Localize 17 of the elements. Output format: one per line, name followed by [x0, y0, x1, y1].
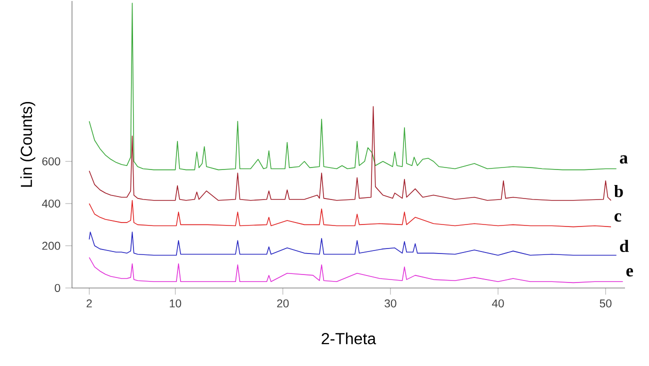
x-tick-label: 2 [86, 299, 92, 308]
y-tick-label: 0 [54, 284, 60, 292]
y-tick-label: 400 [42, 200, 60, 208]
series-label: c [614, 213, 622, 222]
series-label: e [626, 268, 634, 276]
series-label: b [614, 184, 623, 198]
x-tick-label: 30 [384, 299, 396, 308]
x-tick-label: 50 [600, 299, 612, 308]
y-tick-label: 600 [42, 157, 60, 166]
x-tick-label: 10 [170, 299, 182, 308]
series-label: d [620, 240, 629, 252]
x-tick-label: 20 [277, 299, 289, 308]
y-axis-title: Lin (Counts) [20, 102, 36, 187]
x-axis-title: 2-Theta [322, 332, 376, 344]
series-label: a [620, 155, 628, 164]
x-tick-label: 40 [492, 299, 504, 308]
y-tick-label: 200 [42, 242, 60, 250]
